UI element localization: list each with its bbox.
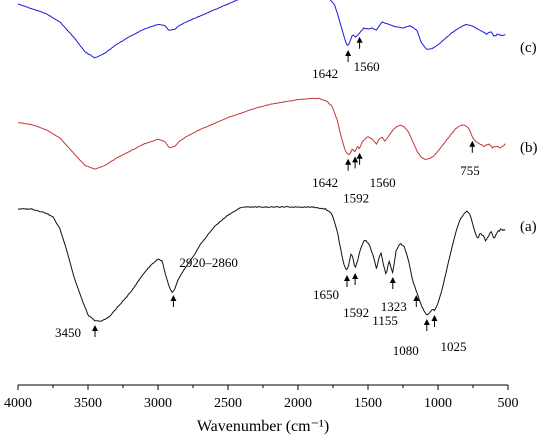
annotation-arrowhead [413,295,420,301]
annotation-arrowhead [352,273,359,279]
series-label-c: (c) [520,40,537,56]
annotation-arrowhead [345,158,352,165]
series-label-a: (a) [520,219,537,235]
annotation-label: 1592 [343,305,369,320]
annotation-arrowhead [170,295,177,301]
annotation-label: 2920–2860 [179,255,238,270]
series-label-b: (b) [520,140,538,156]
series-line-a [17,206,506,322]
annotation-label: 1560 [354,59,380,74]
x-tick-label: 4000 [4,396,32,411]
x-tick-label: 1500 [354,396,382,411]
annotation-arrowhead [345,50,352,56]
x-tick-label: 1000 [424,396,452,411]
annotation-arrowhead [356,152,363,159]
annotation-label: 1592 [343,190,369,205]
annotation-arrowhead [356,36,363,43]
series-line-c [17,0,506,59]
annotation-label: 1642 [312,175,338,190]
annotation-arrowhead [423,319,430,325]
series-label-layer: (c) (b) (a) [520,40,538,235]
x-tick-label: 3500 [74,396,102,411]
series-layer [17,0,506,322]
annotation-label: 755 [460,163,480,178]
x-tick-label: 3000 [144,396,172,411]
annotation-label: 1560 [370,175,396,190]
annotation-label: 1155 [372,313,398,328]
x-tick-label: 500 [498,396,519,411]
x-tick-label: 2000 [284,396,312,411]
annotation-label: 1650 [313,287,339,302]
annotation-label: 1025 [441,339,467,354]
annotation-label: 1642 [312,66,338,81]
annotation-arrowhead [431,315,438,321]
annotation-arrowhead [469,140,476,147]
annotation-arrowhead [389,277,396,283]
annotation-label: 1323 [381,299,407,314]
annotation-arrowhead [92,325,98,331]
annotation-label: 1080 [393,343,419,358]
x-axis-ticks: 4000 3500 3000 2500 2000 1500 1000 500 [4,385,519,411]
x-axis-title: Wavenumber (cm⁻¹) [197,418,329,435]
series-line-b [17,97,506,170]
annotation-arrowhead [352,156,359,163]
annotation-label: 3450 [55,325,81,340]
x-tick-label: 2500 [214,396,242,411]
annotation-arrowhead [344,275,350,281]
